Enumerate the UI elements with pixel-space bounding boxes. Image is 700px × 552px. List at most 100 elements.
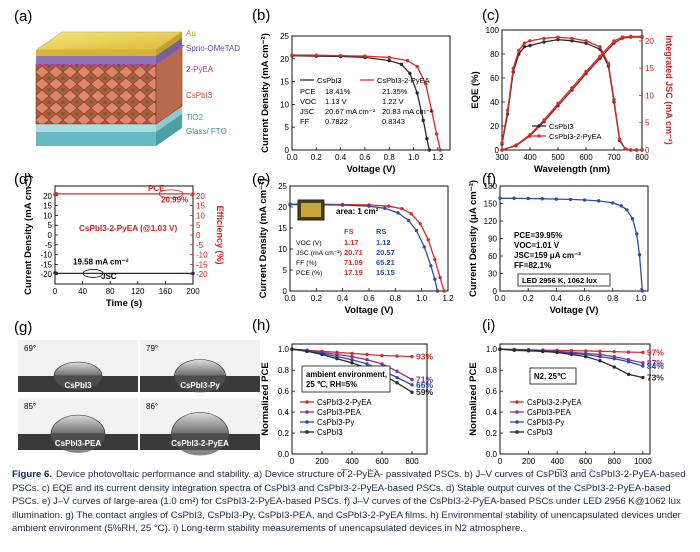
y-tick-label: 25 xyxy=(278,182,287,191)
y-tick-label: 180 xyxy=(484,182,498,191)
series-point-1 xyxy=(410,377,414,382)
legend-label: CsPbI3-2-PyEA xyxy=(527,398,582,407)
x-tick-label: 400 xyxy=(550,457,564,466)
series-point-1 xyxy=(423,82,428,86)
droplet-reflection xyxy=(171,434,229,456)
series-point-0 xyxy=(598,349,602,354)
series-point-3 xyxy=(320,352,324,357)
y-tick-label: 0.0 xyxy=(486,450,498,459)
series-point-2 xyxy=(365,362,369,366)
y-tick-label: 0.8 xyxy=(486,366,498,375)
y-tick-label: 150 xyxy=(484,200,498,209)
table-cell-fs: 20.71 xyxy=(344,248,363,257)
table-cell: 1.13 V xyxy=(325,97,347,106)
y-axis-label: Normalized PCE xyxy=(468,362,479,435)
annotation-jsc-value: 19.58 mA cm⁻² xyxy=(73,257,129,266)
x-tick-label: 1.0 xyxy=(635,294,647,303)
x-tick-label: 0.0 xyxy=(494,294,506,303)
legend-marker xyxy=(537,134,541,138)
y2-tick-label: 5 xyxy=(645,119,650,128)
droplet xyxy=(53,361,103,377)
panel-label-g: (g) xyxy=(14,319,32,336)
series-point-1 xyxy=(438,148,442,152)
series-point-0 xyxy=(433,257,437,262)
legend-marker xyxy=(515,420,519,424)
y-tick-label: 120 xyxy=(484,217,498,226)
series-point-0 xyxy=(418,222,423,226)
series-point-3 xyxy=(570,86,574,90)
x-tick-label: 200 xyxy=(315,457,329,466)
series-point-0 xyxy=(421,118,425,123)
series-point-1 xyxy=(528,39,532,43)
x-tick-label: 0.6 xyxy=(363,294,375,303)
x-tick-label: 0.8 xyxy=(390,294,402,303)
x-tick-label: 0.0 xyxy=(286,153,298,162)
series-point-3 xyxy=(629,34,633,39)
y-tick-label: 100 xyxy=(486,26,500,35)
figure-canvas: (a) Au Sprio-OMeTAD 2-PyEA CsPbI3 TiO2 G… xyxy=(14,7,674,470)
y2-tick-label: 0 xyxy=(645,146,650,155)
series-point-3 xyxy=(528,133,532,137)
y-tick-label: 30 xyxy=(488,270,497,279)
series-point-3 xyxy=(598,359,602,363)
y-tick-label: 60 xyxy=(490,74,499,83)
series-point-3 xyxy=(584,354,588,359)
table-cell: 20.83 mA cm⁻² xyxy=(382,107,433,116)
y-tick-label: 0.6 xyxy=(486,387,498,396)
legend-label: CsPbI3-2-PyEA xyxy=(549,132,602,141)
x-tick-label: 0.8 xyxy=(607,294,619,303)
y2-axis-label: Efficiency (%) xyxy=(215,205,225,264)
x-tick-label: 1.2 xyxy=(432,153,444,162)
y2-tick-label: 20 xyxy=(645,37,654,46)
layer-tio2-front xyxy=(36,124,156,132)
series-point-1 xyxy=(511,66,515,71)
series-point-3 xyxy=(290,347,294,351)
y-tick-label: 0.4 xyxy=(486,408,498,417)
series-point-3 xyxy=(612,39,616,43)
plot-frame xyxy=(501,29,643,151)
chart-c: (c)300 400 500 600 700 8000204060801000510152… xyxy=(470,7,674,175)
series-point-1 xyxy=(430,109,434,113)
series-point-0 xyxy=(640,289,645,293)
series-point-0 xyxy=(528,43,532,48)
x-tick-label: 1000 xyxy=(634,457,652,466)
condition-text: ambient environment, xyxy=(306,370,387,379)
x-tick-label: 1.0 xyxy=(408,153,420,162)
series-point-1 xyxy=(290,53,294,57)
y-axis-label: Normalized PCE xyxy=(260,362,271,435)
y2-tick-label: 10 xyxy=(645,91,654,100)
series-point-1 xyxy=(606,61,611,66)
chart-b: (b) 0.0 0.2 0.4 0.6 0.8 1.0 1.2 0 5 10 15 20 25 Voltag… xyxy=(252,7,451,175)
series-point-1 xyxy=(641,361,645,365)
note-line: PCE=39.95% xyxy=(514,231,562,240)
series-end-label: 84% xyxy=(647,361,664,371)
series-point-1 xyxy=(406,218,411,223)
series-point-3 xyxy=(626,372,631,377)
series-point-3 xyxy=(640,34,644,39)
x-axis-label: Time (h) xyxy=(557,468,594,470)
series-point-1 xyxy=(584,39,588,43)
series-point-3 xyxy=(335,356,339,361)
y-tick-label: 20 xyxy=(278,203,287,212)
series-point-3 xyxy=(584,69,588,74)
series-point-1 xyxy=(505,108,510,113)
y-axis-label: Current Density (mA cm⁻²) xyxy=(258,179,269,299)
layer-label-2pyea: 2-PyEA xyxy=(186,65,214,74)
y-tick-label: 1.0 xyxy=(278,345,290,354)
layer-label-spiro: Sprio-OMeTAD xyxy=(186,44,240,53)
series-point-3 xyxy=(612,365,616,369)
x-tick-label: 0.2 xyxy=(311,294,323,303)
table-cell-fs: 17.19 xyxy=(344,268,363,277)
table-cell-fs: 1.17 xyxy=(344,238,359,247)
y-tick-label: 0 xyxy=(495,146,500,155)
x-tick-label: 800 xyxy=(608,457,622,466)
y-tick-label: 1.0 xyxy=(486,345,498,354)
x-axis-label: Time (h) xyxy=(341,468,378,470)
legend-marker xyxy=(305,400,309,404)
layer-perovskite-front xyxy=(35,63,157,125)
chart-e: (e) 0.0 0.2 0.4 0.6 0.8 1.0 1.2 0 5 10 15 20 25 Voltag… xyxy=(252,171,454,316)
annotation-pce-value: 20.99% xyxy=(161,196,188,205)
series-point-0 xyxy=(611,201,615,205)
light-source-label: LED 2956 K, 1062 lux xyxy=(522,276,598,285)
x-axis-label: Time (s) xyxy=(106,298,142,309)
